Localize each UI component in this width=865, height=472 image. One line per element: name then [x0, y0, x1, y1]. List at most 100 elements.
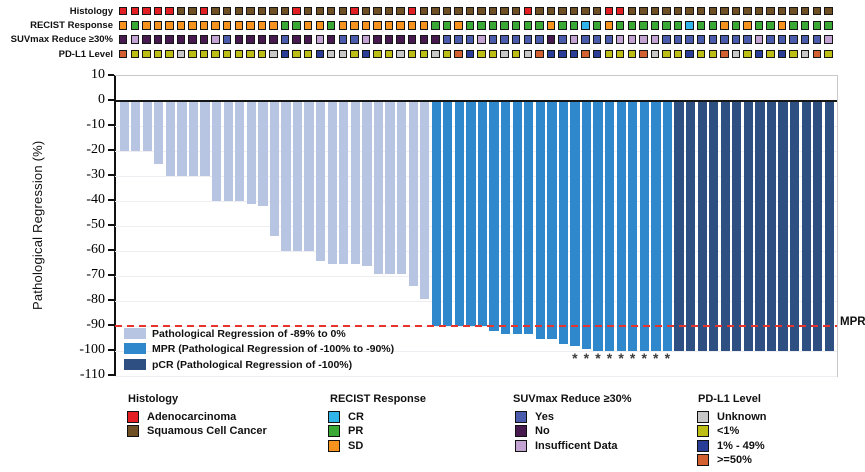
bar	[605, 101, 615, 351]
bottom-legend-label: 1% - 49%	[717, 439, 765, 452]
bar	[396, 101, 407, 274]
y-tick-label: -50	[86, 217, 105, 232]
bar	[477, 101, 488, 326]
bar	[131, 101, 141, 151]
annotation-square	[662, 49, 671, 59]
annotation-square	[697, 49, 706, 59]
annotation-square	[754, 20, 764, 30]
annotation-square	[697, 6, 706, 16]
annotation-square	[697, 35, 706, 45]
annotation-square	[685, 35, 694, 45]
chart-legend-label: MPR (Pathological Regression of -100% to…	[152, 343, 395, 356]
annotation-square	[720, 20, 729, 30]
annotation-square	[327, 49, 336, 59]
annotation-square	[303, 49, 313, 59]
y-tick-label: -40	[86, 192, 105, 207]
annotation-square	[477, 49, 486, 59]
bar	[628, 101, 638, 351]
annotation-square	[777, 35, 787, 45]
annotation-square	[743, 35, 752, 45]
annotation-square	[581, 49, 590, 59]
bottom-legend-swatch	[697, 454, 709, 466]
annotation-square	[512, 35, 521, 45]
annotation-square	[165, 6, 174, 16]
annotation-square	[754, 49, 764, 59]
annotation-square	[824, 49, 833, 59]
annotation-square	[431, 20, 440, 30]
annotation-square	[361, 35, 371, 45]
annotation-square	[419, 35, 428, 45]
annotation-square	[592, 49, 602, 59]
chart-legend-swatch	[124, 358, 146, 370]
annotation-square	[801, 49, 810, 59]
annotation-square	[431, 6, 440, 16]
annotation-square	[512, 20, 521, 30]
annotation-square	[500, 49, 509, 59]
bar	[616, 101, 626, 351]
annotation-square	[673, 20, 683, 30]
asterisk: *	[653, 350, 659, 366]
annotation-square	[246, 6, 255, 16]
annotation-square	[766, 20, 775, 30]
annotation-square	[361, 49, 371, 59]
bar	[558, 101, 569, 344]
annotation-square	[477, 6, 486, 16]
y-axis-title: Pathological Regression (%)	[30, 140, 45, 310]
annotation-square	[766, 49, 775, 59]
asterisk: *	[572, 350, 578, 366]
annotation-square	[315, 6, 324, 16]
annotation-square	[142, 20, 151, 30]
bar	[581, 101, 592, 349]
annotation-square	[223, 20, 232, 30]
annotation-square	[616, 6, 625, 16]
annotation-square	[142, 35, 151, 45]
annotation-square	[500, 6, 509, 16]
bar	[431, 101, 441, 326]
bar	[443, 101, 453, 326]
bar	[362, 101, 372, 266]
annotation-square	[454, 6, 463, 16]
annotation-square	[731, 20, 741, 30]
bar	[304, 101, 314, 251]
annotation-square	[592, 6, 602, 16]
bottom-legend-label: Adenocarcinoma	[147, 410, 237, 423]
bar	[466, 101, 476, 326]
bar	[258, 101, 268, 206]
bar	[500, 101, 511, 334]
gridline	[115, 176, 837, 177]
annotation-square	[142, 6, 151, 16]
annotation-square	[303, 35, 313, 45]
y-tick-label: -90	[86, 317, 105, 332]
annotation-square	[303, 20, 313, 30]
annotation-square	[535, 6, 544, 16]
annotation-square	[384, 6, 394, 16]
y-tick-mark	[108, 224, 114, 226]
plot-area: * * * * * * * * *	[115, 75, 838, 377]
annotation-square	[269, 6, 278, 16]
annotation-square	[257, 49, 267, 59]
annotation-square	[789, 20, 798, 30]
annotation-square	[419, 6, 428, 16]
annotation-square	[431, 49, 440, 59]
annotation-square	[639, 20, 648, 30]
bottom-legend-label: <1%	[717, 425, 740, 437]
annotation-square	[465, 49, 475, 59]
annotation-square	[616, 20, 625, 30]
annotation-square	[315, 35, 324, 45]
annotation-square	[142, 49, 151, 59]
annotation-square	[523, 35, 532, 45]
annotation-square	[292, 20, 301, 30]
annotation-square	[176, 49, 186, 59]
annotation-square	[812, 6, 821, 16]
y-tick-label: -80	[86, 292, 105, 307]
bar	[420, 101, 430, 299]
annotation-square	[650, 6, 660, 16]
annotation-square	[812, 20, 821, 30]
annotation-square	[604, 49, 613, 59]
annotation-square	[280, 35, 290, 45]
annotation-square	[442, 20, 452, 30]
annotation-square	[673, 35, 683, 45]
annotation-square	[812, 35, 821, 45]
bar	[211, 101, 222, 201]
bar	[535, 101, 545, 339]
